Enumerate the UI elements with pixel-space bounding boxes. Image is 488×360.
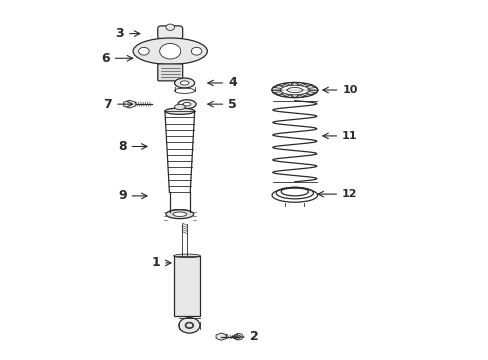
Ellipse shape bbox=[180, 81, 188, 85]
Circle shape bbox=[179, 318, 200, 333]
Ellipse shape bbox=[191, 48, 202, 55]
Ellipse shape bbox=[280, 85, 308, 95]
Ellipse shape bbox=[286, 87, 302, 93]
Text: 8: 8 bbox=[118, 140, 147, 153]
Ellipse shape bbox=[173, 254, 200, 258]
Ellipse shape bbox=[138, 48, 149, 55]
FancyBboxPatch shape bbox=[158, 26, 183, 39]
Text: 3: 3 bbox=[115, 27, 140, 40]
Polygon shape bbox=[123, 100, 135, 108]
Text: 9: 9 bbox=[118, 189, 147, 202]
Ellipse shape bbox=[165, 210, 193, 219]
Ellipse shape bbox=[178, 100, 196, 109]
Ellipse shape bbox=[183, 102, 190, 106]
Ellipse shape bbox=[174, 78, 194, 88]
Ellipse shape bbox=[164, 108, 194, 114]
Polygon shape bbox=[216, 333, 226, 340]
Ellipse shape bbox=[172, 212, 186, 216]
Text: 4: 4 bbox=[207, 76, 236, 90]
Text: 2: 2 bbox=[231, 330, 258, 343]
Ellipse shape bbox=[271, 82, 317, 98]
Text: 5: 5 bbox=[207, 98, 236, 111]
Circle shape bbox=[185, 323, 192, 328]
Text: 11: 11 bbox=[322, 131, 357, 141]
Ellipse shape bbox=[236, 335, 240, 338]
Circle shape bbox=[160, 44, 181, 59]
Ellipse shape bbox=[133, 38, 207, 64]
Text: 6: 6 bbox=[101, 52, 132, 65]
Circle shape bbox=[185, 323, 192, 328]
Ellipse shape bbox=[169, 210, 189, 214]
Text: 10: 10 bbox=[322, 85, 357, 95]
Bar bbox=[173, 256, 200, 316]
Text: 7: 7 bbox=[103, 98, 132, 111]
Text: 12: 12 bbox=[317, 189, 357, 199]
Ellipse shape bbox=[234, 333, 243, 340]
Ellipse shape bbox=[174, 104, 184, 109]
Circle shape bbox=[165, 24, 174, 30]
Text: 1: 1 bbox=[151, 256, 171, 269]
Circle shape bbox=[184, 322, 193, 329]
FancyBboxPatch shape bbox=[158, 64, 183, 81]
